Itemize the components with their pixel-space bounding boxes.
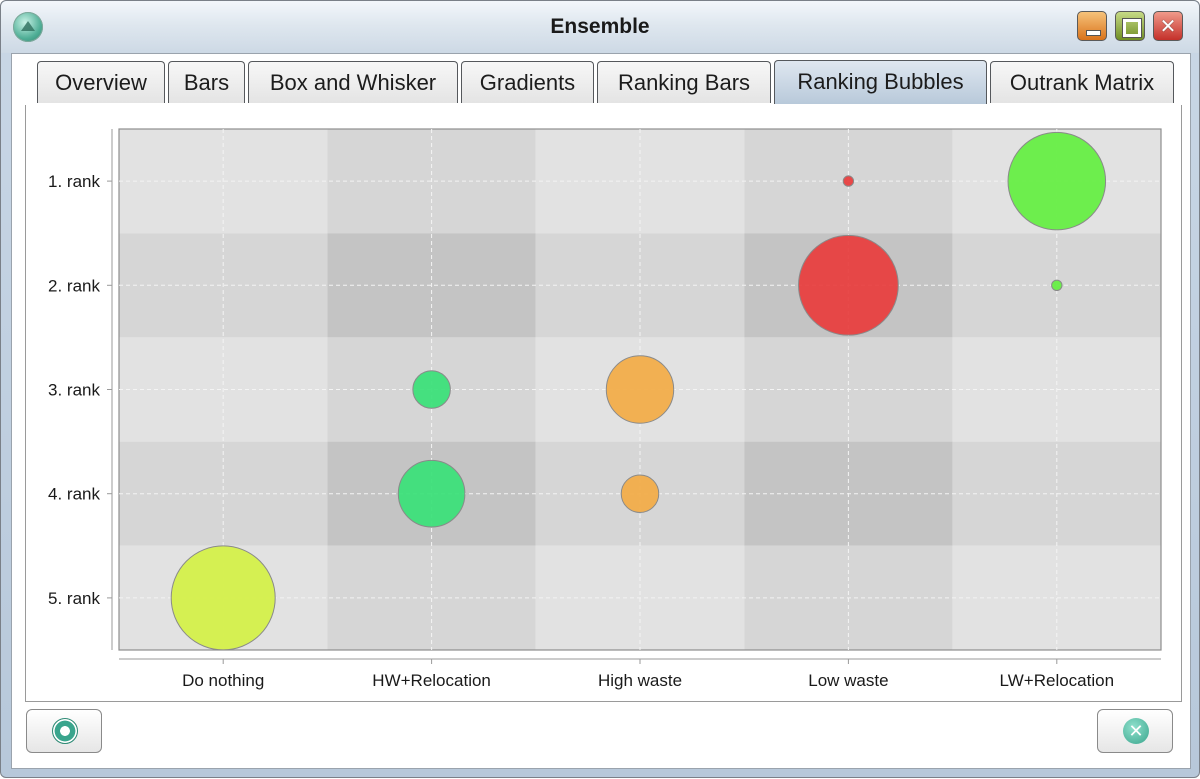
- tab-label: Box and Whisker: [269, 70, 437, 95]
- tab-label: Overview: [55, 70, 147, 95]
- close-button[interactable]: [1153, 11, 1183, 41]
- chart-panel: [25, 105, 1182, 702]
- close-dialog-button[interactable]: ✕: [1097, 709, 1173, 753]
- maximize-icon: [1116, 12, 1144, 40]
- tab-gradients[interactable]: Gradients: [461, 61, 594, 103]
- tab-bars[interactable]: Bars: [168, 61, 245, 103]
- tab-overview[interactable]: Overview: [37, 61, 165, 103]
- minimize-icon: [1078, 12, 1106, 40]
- tab-label: Ranking Bars: [617, 70, 751, 95]
- close-icon: [1154, 12, 1182, 40]
- window-title: Ensemble: [550, 15, 650, 38]
- title-bar[interactable]: Ensemble: [1, 1, 1199, 53]
- tab-outrank-matrix[interactable]: Outrank Matrix: [990, 61, 1174, 103]
- tab-box-and-whisker[interactable]: Box and Whisker: [248, 61, 458, 103]
- tab-label: Ranking Bubbles: [797, 69, 964, 94]
- app-logo-mark: [21, 21, 35, 31]
- lifebuoy-icon: [52, 718, 78, 744]
- minimize-button[interactable]: [1077, 11, 1107, 41]
- tab-label: Outrank Matrix: [1009, 70, 1155, 95]
- app-logo-icon[interactable]: [13, 12, 43, 42]
- close-circle-icon: ✕: [1123, 718, 1149, 744]
- help-button[interactable]: [26, 709, 102, 753]
- tab-ranking-bars[interactable]: Ranking Bars: [597, 61, 771, 103]
- tab-ranking-bubbles[interactable]: Ranking Bubbles: [774, 60, 987, 104]
- tab-label: Bars: [183, 70, 230, 95]
- maximize-button[interactable]: [1115, 11, 1145, 41]
- tab-label: Gradients: [479, 70, 576, 95]
